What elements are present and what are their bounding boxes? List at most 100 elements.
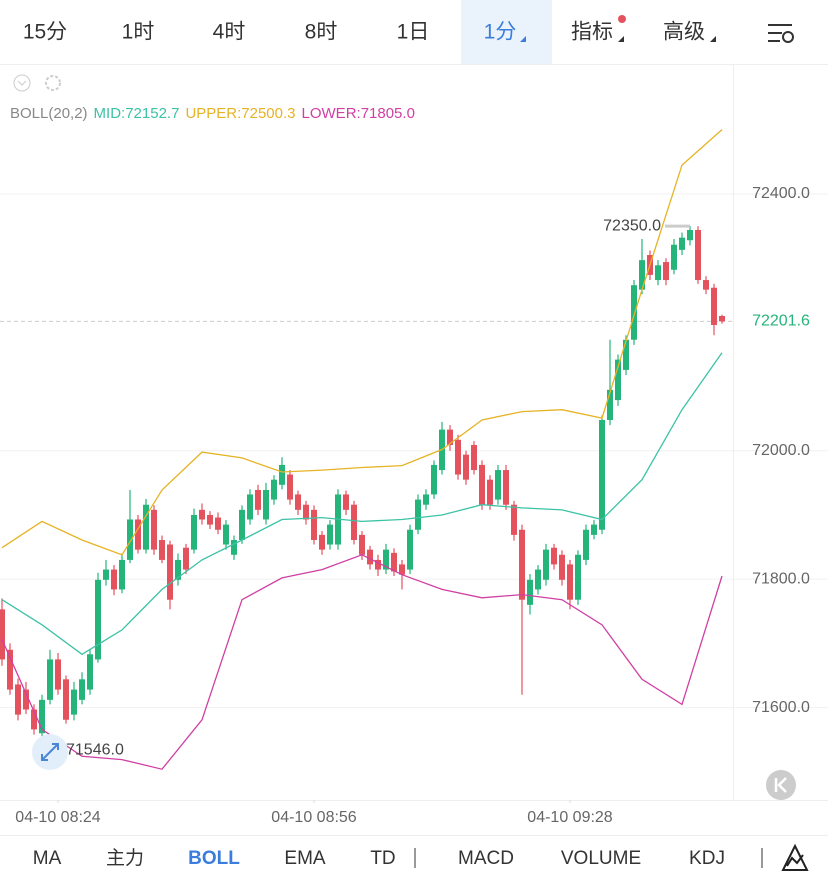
candle-body	[527, 579, 533, 605]
y-tick-label: 71600.0	[752, 699, 810, 716]
candle-body	[671, 244, 677, 270]
reset-button[interactable]	[766, 770, 796, 800]
candle-body	[719, 315, 725, 322]
candle-body	[479, 464, 485, 505]
candle-body	[679, 237, 685, 250]
collapse-icon[interactable]	[13, 74, 31, 92]
candle-body	[423, 494, 429, 505]
interval-tab[interactable]: 1时	[122, 21, 155, 44]
candle-body	[167, 544, 173, 600]
candle-body	[583, 529, 589, 560]
candle-body	[159, 540, 165, 560]
candle-body	[311, 509, 317, 541]
candle-body	[431, 464, 437, 495]
candle-body	[375, 559, 381, 570]
indicator-tab[interactable]: KDJ	[689, 848, 725, 869]
dropdown-marker	[710, 36, 716, 42]
indicator-settings-icon[interactable]	[45, 75, 61, 91]
candle-body	[551, 547, 557, 565]
indicator-tab[interactable]: VOLUME	[561, 848, 641, 869]
candle-body	[319, 534, 325, 550]
x-tick-label: 04-10 08:24	[15, 809, 101, 826]
candle-body	[623, 339, 629, 370]
candle-body	[663, 262, 669, 281]
interval-tab[interactable]: 4时	[213, 21, 246, 44]
collapse-chevron	[17, 80, 27, 86]
candle-body	[303, 504, 309, 520]
candle-body	[447, 429, 453, 446]
candle-body	[79, 679, 85, 700]
candle-body	[655, 265, 661, 281]
x-tick-label: 04-10 08:56	[271, 809, 357, 826]
max-label: 72350.0	[603, 217, 661, 234]
candle-body	[23, 689, 29, 710]
candle-body	[455, 439, 461, 475]
candle-body	[631, 285, 637, 340]
settings-icon[interactable]	[768, 24, 794, 43]
candle-body	[391, 552, 397, 572]
candle-body	[215, 517, 221, 530]
indicator-tab[interactable]: MACD	[458, 848, 514, 869]
last-price-bg	[740, 309, 825, 334]
candle-body	[239, 509, 245, 541]
candle-body	[351, 504, 357, 541]
dropdown-marker	[618, 36, 624, 42]
candle-body	[143, 504, 149, 550]
candle-body	[231, 540, 237, 555]
draw-tool-icon[interactable]	[781, 843, 809, 871]
interval-tab[interactable]: 1日	[397, 21, 430, 44]
candle-body	[247, 494, 253, 520]
chart: 71600.0 71800.0 72000.0 72400.0 04-10 08:24 0…	[0, 105, 828, 826]
interval-tab[interactable]: 1分	[484, 21, 517, 44]
interval-tab[interactable]: 15分	[23, 21, 67, 44]
indicator-tab[interactable]: MA	[33, 848, 62, 869]
candle-body	[151, 509, 157, 550]
legend-entry: BOLL(20,2)	[10, 105, 88, 122]
indicator-tab[interactable]: 主力	[106, 847, 144, 869]
last-price-label: 72201.6	[752, 313, 810, 330]
candle-body	[519, 529, 525, 600]
dropdown-marker	[520, 36, 526, 42]
boll-line	[1, 352, 723, 656]
candle-body	[511, 504, 517, 535]
candle-body	[127, 519, 133, 560]
interval-tabs: 15分 1时 4时 8时 1日 1分 指标 高级	[23, 15, 716, 44]
candle-body	[711, 287, 717, 325]
candle-body	[399, 564, 405, 575]
candle-body	[327, 524, 333, 545]
candle-body	[415, 499, 421, 530]
candle-body	[55, 659, 61, 690]
candle-body	[295, 494, 301, 510]
candle-body	[359, 534, 365, 555]
candle-body	[471, 445, 477, 471]
y-tick-label: 71800.0	[752, 570, 810, 587]
candle-body	[135, 519, 141, 550]
candle-body	[279, 464, 285, 485]
indicator-tabs: MA 主力 BOLL EMA TD MACD VOLUME KDJ	[33, 847, 725, 869]
candle-body	[15, 684, 21, 715]
candle-body	[191, 514, 197, 550]
menu-tab[interactable]: 指标	[571, 21, 613, 44]
indicator-tab[interactable]: EMA	[284, 848, 326, 869]
y-tick-label: 72000.0	[752, 442, 810, 459]
menu-tab[interactable]: 高级	[663, 21, 705, 44]
candle-body	[495, 470, 501, 500]
y-tick-label: 72400.0	[752, 185, 810, 202]
indicator-legend: BOLL(20,2) MID:72152.7 UPPER:72500.3 LOWER:…	[10, 105, 415, 122]
candle-body	[183, 547, 189, 570]
candle-body	[599, 419, 605, 530]
candle-body	[31, 709, 37, 730]
indicator-tab[interactable]: TD	[370, 848, 395, 869]
candle-body	[87, 654, 93, 690]
candle-body	[615, 359, 621, 401]
candle-body	[463, 454, 469, 480]
candle-body	[543, 549, 549, 580]
indicator-tab[interactable]: BOLL	[188, 848, 240, 869]
interval-tab[interactable]: 8时	[305, 21, 338, 44]
candle-body	[63, 679, 69, 720]
candle-body	[207, 514, 213, 525]
candle-body	[687, 229, 693, 241]
candle-body	[199, 509, 205, 520]
